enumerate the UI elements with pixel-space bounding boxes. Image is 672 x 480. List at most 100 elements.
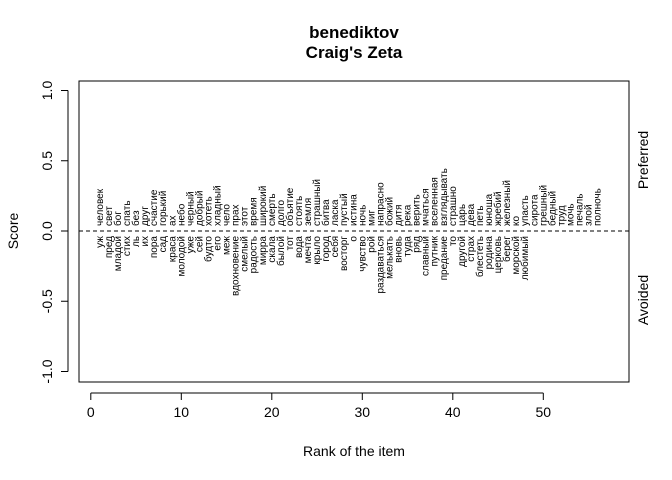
avoided-word: меж — [222, 236, 233, 255]
y-axis: -1.0 -0.5 0.0 0.5 1.0 — [39, 81, 69, 384]
preferred-word: мчаться — [421, 188, 432, 226]
preferred-word: бедный — [546, 191, 558, 226]
y-axis-title: Score — [5, 213, 21, 250]
avoided-word: их — [140, 236, 151, 247]
preferred-word: этот — [240, 206, 251, 226]
preferred-word: бог — [112, 211, 124, 226]
y-tick-label: -1.0 — [39, 359, 55, 383]
preferred-word: страшно — [448, 186, 459, 226]
avoided-word: уж — [95, 236, 106, 248]
preferred-word: ко — [511, 216, 522, 226]
preferred-word: свет — [104, 206, 115, 226]
preferred-word: добрый — [193, 191, 205, 226]
avoided-word: сей — [194, 236, 205, 252]
avoided-word: вдохновение — [231, 236, 242, 296]
preferred-word: ласка — [330, 199, 341, 226]
avoided-word: скала — [267, 236, 278, 263]
avoided-word: страх — [466, 236, 477, 262]
avoided-word: его — [213, 236, 224, 251]
avoided-word: город — [321, 236, 332, 262]
avoided-word: молодой — [176, 236, 187, 277]
avoided-word: восторг — [339, 236, 350, 271]
preferred-word: божий — [383, 197, 395, 226]
avoided-word: рой — [366, 236, 377, 253]
avoided-words: ужпредмладойстихльихпорасадкрасамолодойу… — [95, 235, 531, 296]
y-tick-label: 0.5 — [39, 151, 55, 171]
avoided-word: стих — [122, 236, 133, 256]
avoided-word: раздаваться — [375, 236, 386, 294]
preferred-word: битва — [320, 199, 332, 226]
preferred-word: объятие — [284, 187, 296, 226]
preferred-word: полночь — [593, 188, 604, 226]
avoided-word: себя — [329, 236, 341, 257]
avoided-word: ль — [131, 236, 142, 247]
preferred-word: истина — [348, 194, 359, 226]
preferred-word: петь — [475, 206, 486, 226]
preferred-word: дитя — [394, 205, 405, 226]
preferred-word: человек — [95, 188, 106, 226]
preferred-word: стоять — [294, 196, 305, 226]
preferred-word: напрасно — [375, 182, 386, 226]
avoided-word: туда — [403, 236, 414, 257]
avoided-word: берег — [501, 236, 513, 262]
preferred-word: пустый — [339, 193, 350, 226]
avoided-word: пред — [104, 236, 115, 258]
preferred-words: человексветбогспатьбездругсчастиегорький… — [95, 168, 604, 226]
avoided-word: ряд — [412, 236, 423, 253]
preferred-word: миг — [366, 210, 377, 226]
avoided-word: радость — [249, 236, 260, 273]
avoided-word: крыло — [312, 236, 323, 265]
y-tick-label: 0.0 — [39, 221, 55, 241]
preferred-word: труд — [556, 205, 567, 226]
avoided-word: мечта — [303, 236, 314, 264]
avoided-word: вновь — [394, 236, 405, 263]
x-tick-label: 0 — [87, 404, 95, 420]
preferred-word: долго — [276, 200, 287, 226]
avoided-word: чувство — [357, 236, 368, 272]
x-tick-label: 50 — [536, 404, 552, 420]
avoided-word: младой — [113, 236, 124, 271]
preferred-word: грешный — [538, 185, 549, 226]
avoided-word: церковь — [493, 236, 504, 273]
preferred-word: ах — [167, 215, 178, 226]
avoided-word: мелькать — [384, 236, 395, 279]
avoided-word: мирра — [258, 236, 269, 266]
preferred-word: сирота — [529, 194, 540, 226]
preferred-word: горький — [158, 191, 169, 226]
preferred-word: черный — [185, 191, 196, 226]
chart-subtitle: Craig's Zeta — [306, 43, 403, 62]
avoided-word: любимый — [519, 236, 531, 280]
avoided-word: то — [448, 236, 459, 246]
avoided-word: уже — [185, 236, 196, 254]
preferred-word: земля — [303, 198, 314, 226]
avoided-word: родина — [484, 236, 495, 270]
preferred-word: вселенная — [430, 177, 441, 226]
preferred-word: злой — [584, 204, 595, 226]
avoided-word: вода — [294, 236, 305, 258]
chart-title: benediktov — [309, 23, 399, 42]
preferred-word: верить — [412, 194, 423, 226]
preferred-word: друг — [140, 206, 151, 226]
preferred-word: счастие — [149, 189, 160, 226]
avoided-word: тот — [285, 236, 296, 251]
preferred-word: спать — [122, 200, 133, 226]
preferred-word: жребий — [492, 191, 504, 226]
avoided-word: пора — [149, 236, 160, 259]
preferred-word: дева — [466, 203, 477, 226]
preferred-word: печаль — [575, 194, 586, 226]
preferred-word: царь — [457, 204, 468, 226]
x-axis: 0 10 20 30 40 50 — [87, 392, 552, 420]
preferred-word: железный — [502, 180, 513, 226]
avoided-word: краса — [167, 236, 178, 262]
avoided-word: славный — [421, 236, 432, 276]
avoided-word: морской — [511, 236, 522, 275]
avoided-word: путник — [430, 235, 441, 266]
avoided-word: о — [348, 236, 359, 242]
preferred-word: страшный — [312, 179, 323, 226]
preferred-word: хотеть — [203, 196, 214, 226]
y-tick-label: -0.5 — [39, 289, 55, 313]
preferred-word: время — [249, 197, 260, 226]
preferred-word: взглядывать — [439, 168, 450, 226]
avoided-word: смелый — [240, 236, 251, 272]
